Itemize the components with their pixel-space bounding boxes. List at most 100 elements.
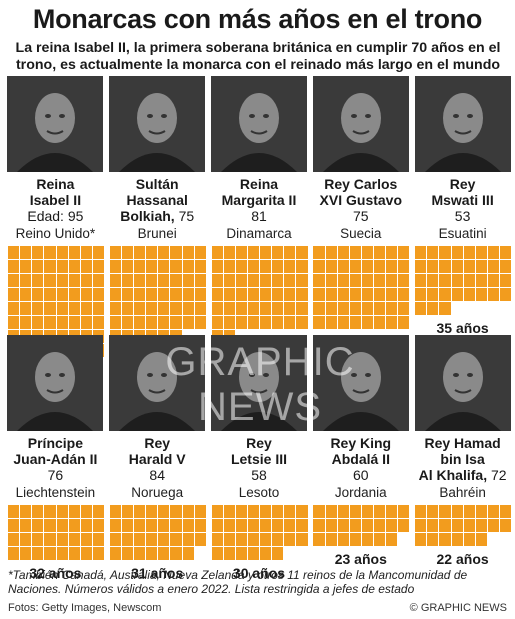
reign-years-label: 23 años [334, 551, 387, 567]
year-block [260, 260, 272, 273]
year-block [194, 519, 206, 532]
year-block [211, 547, 223, 560]
year-block [134, 547, 146, 560]
year-block [260, 246, 272, 259]
monarch-photo [210, 335, 307, 431]
year-block [235, 316, 247, 329]
year-block [80, 274, 92, 287]
year-block [247, 246, 260, 259]
monarch-country: Suecia [340, 226, 382, 241]
year-block [272, 547, 284, 560]
year-block [337, 519, 349, 532]
year-block [194, 505, 206, 518]
year-block [158, 288, 170, 301]
year-block [386, 274, 398, 287]
year-block [92, 547, 104, 560]
year-block [398, 288, 410, 301]
year-block [247, 316, 260, 329]
monarch-name: Rey King Abdalá II [311, 435, 410, 467]
year-block [439, 519, 451, 532]
year-block [56, 533, 68, 546]
year-block [121, 246, 134, 259]
year-block [56, 519, 68, 532]
year-block [415, 302, 427, 315]
monarch-card: Príncipe Juan-Adán II 76 Liechtenstein 32 añ… [6, 335, 105, 590]
portrait-icon [414, 76, 511, 172]
year-block [451, 505, 463, 518]
year-block [325, 533, 337, 546]
year-block [325, 519, 337, 532]
year-block [439, 288, 451, 301]
year-block [32, 288, 44, 301]
page-subtitle: La reina Isabel II, la primera soberana … [15, 40, 501, 73]
reign-years-blocks [8, 505, 104, 560]
year-block [427, 519, 439, 532]
year-block [134, 302, 146, 315]
year-block [487, 288, 500, 301]
year-block [44, 260, 56, 273]
monarch-country: Jordania [334, 485, 387, 500]
year-block [475, 246, 487, 259]
year-block [337, 533, 349, 546]
year-block [247, 260, 260, 273]
year-block [158, 533, 170, 546]
year-block [8, 288, 20, 301]
year-block [56, 505, 68, 518]
year-block [487, 246, 500, 259]
year-block [20, 533, 32, 546]
portrait-icon [312, 76, 409, 172]
monarch-photo [414, 335, 511, 431]
year-block [32, 302, 44, 315]
year-block [272, 302, 284, 315]
monarch-country: Dinamarca [226, 226, 292, 241]
year-block [223, 533, 235, 546]
year-block [223, 316, 235, 329]
year-block [296, 519, 308, 532]
year-block [158, 547, 170, 560]
year-block [223, 260, 235, 273]
monarch-card: Rey Letsie III 58 Lesoto 30 años [210, 335, 309, 590]
year-block [260, 302, 272, 315]
year-block [134, 316, 146, 329]
year-block [361, 302, 374, 315]
year-block [284, 533, 296, 546]
year-block [20, 288, 32, 301]
year-block [313, 533, 325, 546]
year-block [8, 316, 20, 329]
monarch-photo [109, 76, 206, 172]
year-block [415, 288, 427, 301]
monarch-age: 60 [353, 467, 369, 483]
year-block [121, 505, 134, 518]
monarch-country: Esuatini [438, 226, 487, 241]
portrait-icon [7, 76, 104, 172]
year-block [80, 316, 92, 329]
monarch-name-line: Reina [36, 176, 75, 192]
year-block [451, 288, 463, 301]
year-block [223, 288, 235, 301]
monarch-name-line: XVI Gustavo [319, 192, 403, 208]
year-block [8, 302, 20, 315]
year-block [68, 519, 80, 532]
year-block [235, 260, 247, 273]
monarch-country: Brunei [137, 226, 177, 241]
year-block [20, 302, 32, 315]
year-block [68, 274, 80, 287]
year-block [349, 316, 361, 329]
year-block [194, 260, 206, 273]
year-block [463, 260, 475, 273]
year-block [80, 547, 92, 560]
monarch-name: Rey Carlos XVI Gustavo [311, 176, 410, 208]
year-block [68, 547, 80, 560]
year-block [475, 505, 487, 518]
year-block [361, 260, 374, 273]
monarch-name: Rey Mswati III [413, 176, 512, 208]
year-block [56, 547, 68, 560]
year-block [260, 274, 272, 287]
photo-credits: Fotos: Getty Images, Newscom [8, 602, 162, 614]
year-block [463, 505, 475, 518]
year-block [451, 533, 463, 546]
year-block [272, 316, 284, 329]
